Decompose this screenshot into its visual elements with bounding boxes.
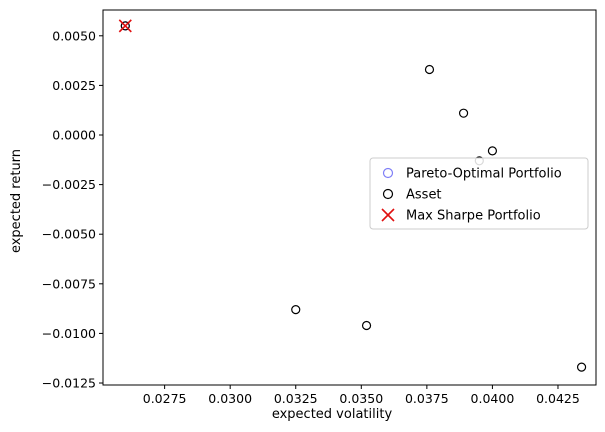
y-tick-label: −0.0050 <box>42 227 96 242</box>
asset-point <box>576 362 587 372</box>
x-axis-label: expected volatility <box>272 407 393 422</box>
x-tick-label: 0.0375 <box>405 391 449 406</box>
x-tick-label: 0.0400 <box>471 391 515 406</box>
x-tick-label: 0.0350 <box>339 391 383 406</box>
asset-point <box>361 320 372 331</box>
legend-marker-asset <box>382 188 394 200</box>
y-tick-label: −0.0075 <box>42 276 96 291</box>
legend-label-max-sharpe-portfolio: Max Sharpe Portfolio <box>406 209 541 224</box>
asset-point <box>424 64 435 75</box>
y-axis-label: expected return <box>9 149 24 253</box>
x-tick-label: 0.0325 <box>274 391 318 406</box>
x-tick-label: 0.0275 <box>143 391 187 406</box>
y-tick-label: −0.0125 <box>42 376 96 391</box>
y-tick-label: −0.0100 <box>42 326 96 341</box>
legend: Pareto-Optimal Portfolio Asset Max Sharpe … <box>369 157 589 230</box>
plot-area <box>102 9 597 386</box>
max-sharpe-portfolio-point <box>118 19 132 33</box>
y-tick-label: 0.0025 <box>52 78 96 93</box>
legend-label-asset: Asset <box>406 188 442 203</box>
x-axis: 0.0275 0.0300 0.0325 0.0350 0.0375 0.0400 0.04… <box>143 385 580 406</box>
plot-frame <box>102 9 597 386</box>
y-tick-label: −0.0025 <box>42 177 96 192</box>
legend-marker-pareto-optimal-portfolio <box>382 167 394 179</box>
asset-point <box>291 305 301 315</box>
x-tick-label: 0.0425 <box>536 391 580 406</box>
x-stroke <box>381 208 395 222</box>
asset-point <box>120 21 130 31</box>
legend-label-pareto-optimal-portfolio: Pareto-Optimal Portfolio <box>406 167 562 182</box>
legend-box <box>369 157 589 230</box>
legend-marker-max-sharpe-portfolio <box>381 208 395 222</box>
data-points <box>118 19 587 372</box>
asset-point <box>487 146 498 156</box>
x-tick-label: 0.0300 <box>208 391 252 406</box>
x-stroke <box>118 19 132 33</box>
y-axis: 0.0050 0.0025 0.0000 −0.0025 −0.0050 −0.0075 −… <box>42 28 103 391</box>
asset-point <box>458 108 469 118</box>
y-tick-label: 0.0000 <box>52 128 96 143</box>
y-tick-label: 0.0050 <box>52 28 96 43</box>
